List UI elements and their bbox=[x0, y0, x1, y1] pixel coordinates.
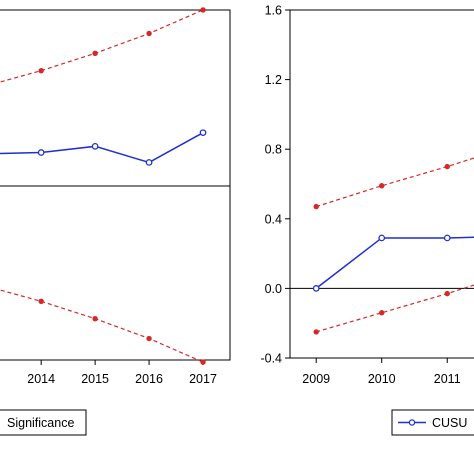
right-bound-line bbox=[316, 157, 474, 208]
right-y-tick-label: 1.2 bbox=[265, 73, 282, 87]
left-cusum-point bbox=[37, 149, 45, 156]
left-bound-point bbox=[200, 7, 206, 13]
left-cusum-point bbox=[145, 159, 153, 166]
right-cusum-point bbox=[443, 234, 451, 242]
left-chart-panel: 2014 2015 2016 2017 bbox=[0, 7, 231, 386]
right-bound-point bbox=[313, 203, 319, 210]
left-x-tick-label: 2015 bbox=[81, 372, 109, 386]
right-y-tick-label: 1.6 bbox=[265, 4, 282, 18]
right-bound-point bbox=[313, 329, 319, 335]
right-legend: CUSU bbox=[391, 409, 474, 436]
left-bound-point bbox=[38, 67, 44, 74]
left-legend: Significance bbox=[0, 409, 87, 436]
left-bound-point bbox=[92, 50, 98, 57]
left-bound-line bbox=[0, 289, 204, 363]
right-x-tick-label: 2010 bbox=[368, 372, 396, 386]
left-bound-line bbox=[0, 9, 204, 83]
left-x-tick-label: 2014 bbox=[27, 372, 55, 386]
left-legend-label: Significance bbox=[7, 416, 74, 430]
left-bound-point bbox=[38, 298, 44, 305]
left-bound-point bbox=[146, 30, 152, 37]
left-bound-point bbox=[92, 315, 98, 322]
right-bound-point bbox=[444, 163, 450, 170]
right-x-tick-label: 2011 bbox=[434, 372, 461, 386]
right-bound-point bbox=[379, 310, 385, 316]
left-x-tick-label: 2017 bbox=[189, 372, 217, 386]
right-y-tick-label: 0.0 bbox=[265, 282, 282, 296]
right-plot-frame bbox=[289, 9, 474, 359]
right-bound-point bbox=[379, 183, 385, 189]
right-x-tick-label: 2009 bbox=[302, 372, 330, 386]
right-legend-label: CUSU bbox=[432, 416, 467, 430]
right-chart-panel: 1.6 1.2 0.8 0.4 0.0 -0.4 2009 2010 2011 bbox=[260, 4, 474, 386]
right-cusum-line bbox=[315, 236, 474, 289]
left-cusum-point bbox=[199, 129, 207, 137]
right-y-tick-label: 0.4 bbox=[265, 212, 282, 226]
right-bound-line bbox=[316, 284, 474, 333]
right-cusum-point bbox=[378, 234, 386, 242]
right-legend-swatch-marker bbox=[408, 419, 416, 426]
right-cusum-point bbox=[312, 285, 320, 292]
left-plot-frame bbox=[0, 9, 231, 361]
right-y-tick-label: -0.4 bbox=[260, 352, 282, 366]
left-cusum-point bbox=[91, 142, 99, 150]
left-x-tick-label: 2016 bbox=[135, 372, 163, 386]
left-legend-box bbox=[0, 409, 87, 436]
right-y-tick-label: 0.8 bbox=[265, 143, 282, 157]
right-bound-point bbox=[444, 290, 450, 297]
left-bound-point bbox=[146, 335, 152, 342]
left-cusum-line bbox=[0, 132, 204, 164]
left-bound-point bbox=[200, 359, 206, 365]
